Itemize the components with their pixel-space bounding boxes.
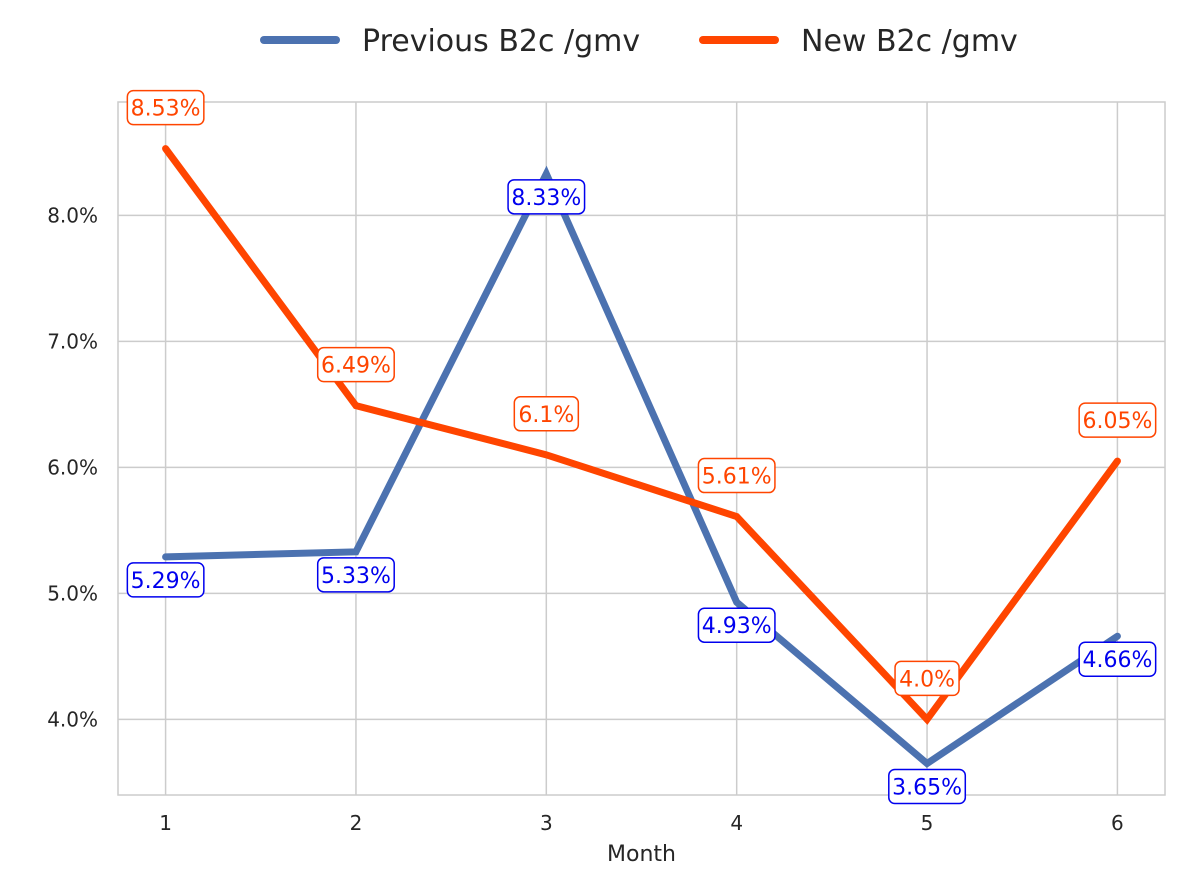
data-label-text: 4.0% — [899, 667, 955, 692]
data-label-text: 4.93% — [702, 614, 772, 639]
data-label: 4.93% — [697, 607, 776, 643]
data-label: 5.33% — [316, 557, 395, 593]
series-lines — [162, 145, 1121, 768]
x-tick-label: 1 — [159, 811, 172, 835]
plot-area-frame — [117, 101, 1166, 796]
data-label-box — [697, 607, 776, 643]
x-axis-title: Month — [607, 842, 676, 867]
legend-label: Previous B2c /gmv — [362, 24, 640, 59]
data-label: 6.05% — [1078, 402, 1157, 438]
data-label-box — [316, 557, 395, 593]
data-label: 5.61% — [697, 457, 776, 494]
x-tick-label: 4 — [730, 811, 743, 835]
data-label-text: 4.66% — [1082, 648, 1152, 673]
y-axis-ticks: 4.0% 5.0% 6.0% 7.0% 8.0% — [47, 203, 98, 731]
data-label-text: 6.05% — [1082, 409, 1152, 434]
data-label: 4.66% — [1078, 641, 1157, 677]
y-tick-label: 8.0% — [47, 203, 98, 227]
data-label-text: 5.61% — [702, 465, 772, 490]
data-label-text: 8.53% — [131, 97, 201, 122]
x-tick-label: 2 — [350, 811, 363, 835]
data-label-text: 8.33% — [511, 186, 581, 211]
data-label-box — [697, 457, 776, 494]
data-label-box — [1078, 402, 1157, 438]
data-label-text: 5.33% — [321, 564, 391, 589]
series-line-1 — [162, 145, 1121, 725]
data-label-box — [894, 660, 960, 697]
data-label: 6.49% — [316, 346, 395, 383]
y-tick-label: 6.0% — [47, 455, 98, 479]
y-tick-label: 4.0% — [47, 707, 98, 731]
legend-item: Previous B2c /gmv — [260, 24, 640, 59]
data-label: 8.53% — [126, 89, 205, 126]
legend: Previous B2c /gmv New B2c /gmv — [260, 24, 1018, 59]
data-label-text: 6.1% — [518, 403, 574, 428]
data-labels: 5.29% 5.33% 8.33% 4.93% 3.65% 4.66% 8.53% 6.49%… — [126, 89, 1157, 805]
x-tick-label: 5 — [921, 811, 934, 835]
x-tick-label: 3 — [540, 811, 553, 835]
data-label-text: 6.49% — [321, 354, 391, 379]
x-axis-ticks: 1 2 3 4 5 6 — [159, 811, 1124, 835]
data-label-text: 3.65% — [892, 776, 962, 801]
data-label-box — [316, 346, 395, 383]
data-label-box — [126, 562, 205, 598]
x-tick-label: 6 — [1111, 811, 1124, 835]
data-label: 4.0% — [894, 660, 960, 697]
data-label-box — [888, 768, 967, 805]
y-tick-label: 7.0% — [47, 329, 98, 353]
data-label-box — [513, 396, 580, 432]
data-label-box — [126, 89, 205, 126]
data-label: 3.65% — [888, 768, 967, 805]
y-tick-label: 5.0% — [47, 581, 98, 605]
data-label: 8.33% — [507, 179, 586, 215]
grid-lines — [118, 102, 1165, 795]
data-label-box — [507, 179, 586, 215]
data-label: 5.29% — [126, 562, 205, 598]
data-label: 6.1% — [513, 396, 580, 432]
data-label-text: 5.29% — [131, 569, 201, 594]
legend-item: New B2c /gmv — [699, 24, 1018, 59]
series-line-0 — [162, 165, 1121, 768]
data-label-box — [1078, 641, 1157, 677]
legend-label: New B2c /gmv — [801, 24, 1018, 59]
